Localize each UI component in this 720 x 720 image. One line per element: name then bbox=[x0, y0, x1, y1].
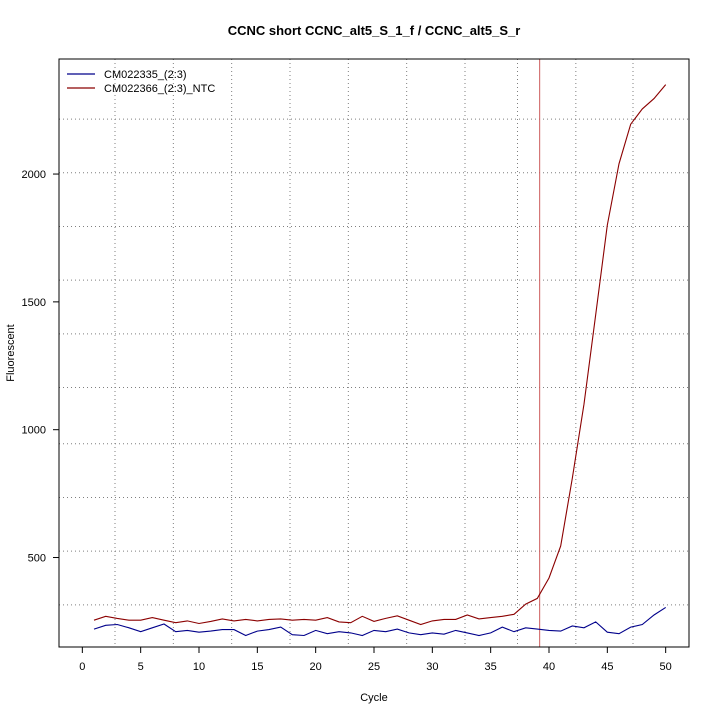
x-axis-label: Cycle bbox=[360, 692, 388, 704]
series-line bbox=[93, 84, 667, 626]
chart-title: CCNC short CCNC_alt5_S_1_f / CCNC_alt5_S… bbox=[228, 23, 521, 38]
data-series bbox=[93, 59, 667, 647]
y-tick-label: 1000 bbox=[22, 425, 46, 437]
y-tick-label: 1500 bbox=[22, 297, 46, 309]
x-tick-label: 0 bbox=[79, 661, 85, 673]
grid-lines bbox=[59, 59, 689, 647]
axes: 0 5 10 15 20 25 30 35 40 45 50 500 1000 1500 2000 bbox=[22, 169, 672, 673]
x-tick-label: 35 bbox=[485, 661, 497, 673]
x-tick-label: 5 bbox=[138, 661, 144, 673]
y-axis-label: Fluorescent bbox=[5, 324, 17, 381]
x-tick-label: 50 bbox=[660, 661, 672, 673]
y-tick-label: 500 bbox=[28, 553, 46, 565]
x-tick-label: 45 bbox=[601, 661, 613, 673]
legend-label: CM022335_(2:3) bbox=[104, 69, 187, 81]
legend: CM022335_(2:3) CM022366_(2:3)_NTC bbox=[67, 69, 215, 95]
x-tick-label: 40 bbox=[543, 661, 555, 673]
x-tick-label: 25 bbox=[368, 661, 380, 673]
x-tick-label: 15 bbox=[251, 661, 263, 673]
x-tick-label: 20 bbox=[310, 661, 322, 673]
x-tick-label: 30 bbox=[426, 661, 438, 673]
series-line bbox=[93, 606, 666, 637]
x-tick-label: 10 bbox=[193, 661, 205, 673]
y-tick-label: 2000 bbox=[22, 169, 46, 181]
legend-label: CM022366_(2:3)_NTC bbox=[104, 83, 215, 95]
